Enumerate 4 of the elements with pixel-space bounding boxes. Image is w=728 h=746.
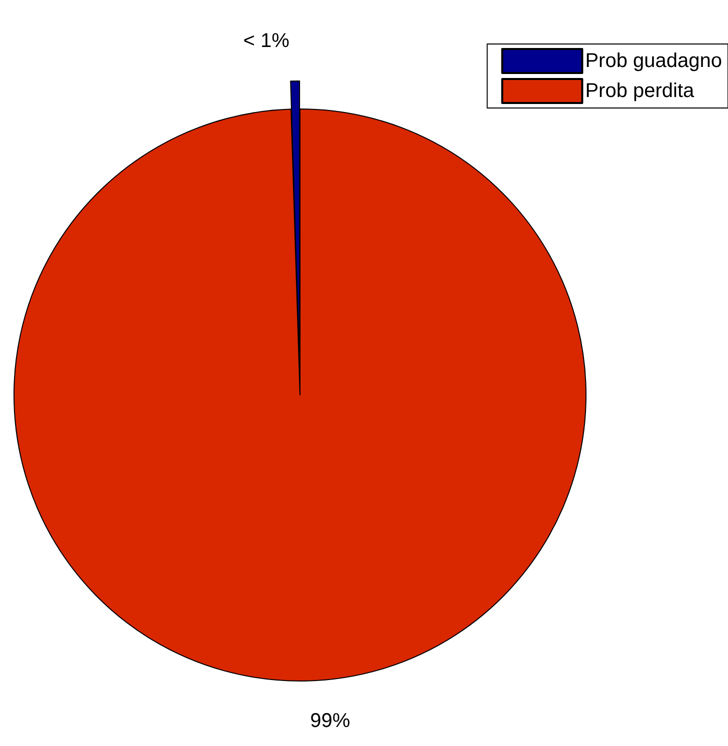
legend-label: Prob perdita [585,80,696,102]
data-label: 99% [310,710,350,732]
data-label: < 1% [243,30,290,52]
legend-label: Prob guadagno [585,50,722,72]
